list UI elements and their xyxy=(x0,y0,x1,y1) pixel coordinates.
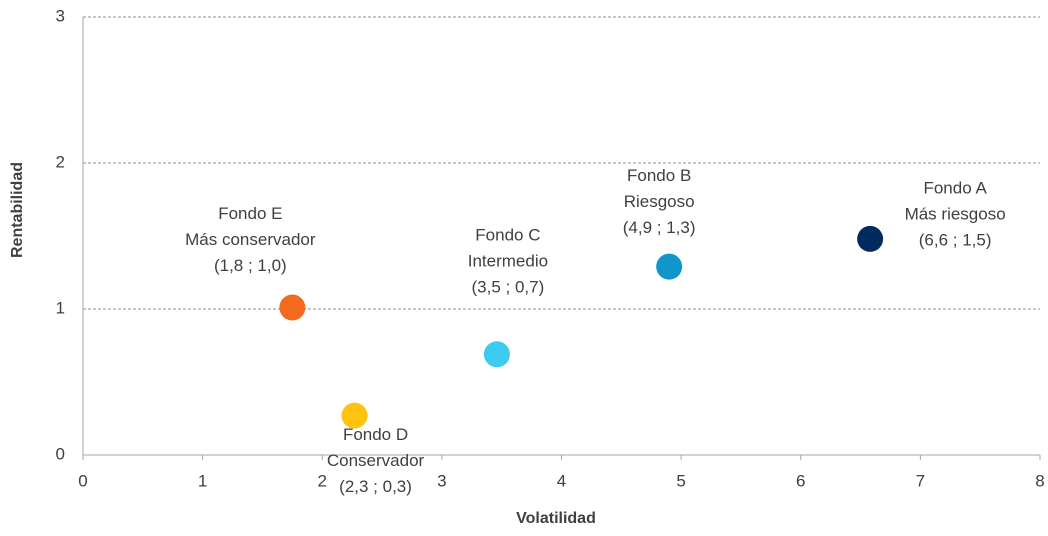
point-description: Conservador xyxy=(327,451,425,470)
x-tick-label: 6 xyxy=(796,471,805,490)
y-axis-title: Rentabilidad xyxy=(9,162,26,258)
x-axis-title: Volatilidad xyxy=(516,510,596,527)
point-name: Fondo B xyxy=(627,166,691,185)
x-tick-label: 4 xyxy=(557,471,566,490)
data-label: (3,5 ; 0,7) xyxy=(472,278,545,297)
point-name: Fondo C xyxy=(475,226,540,245)
x-tick-label: 3 xyxy=(437,471,446,490)
point-description: Intermedio xyxy=(468,252,548,271)
point-name: Fondo A xyxy=(923,178,987,197)
data-label: (6,6 ; 1,5) xyxy=(919,230,992,249)
point-description: Más riesgoso xyxy=(905,204,1006,223)
x-tick-label: 7 xyxy=(916,471,925,490)
data-label: (2,3 ; 0,3) xyxy=(339,477,412,496)
data-label: (1,8 ; 1,0) xyxy=(214,256,287,275)
y-tick-label: 1 xyxy=(56,298,65,317)
point-description: Más conservador xyxy=(185,230,316,249)
y-tick-label: 0 xyxy=(56,444,65,463)
x-tick-label: 1 xyxy=(198,471,207,490)
data-point xyxy=(483,341,510,368)
data-label: (4,9 ; 1,3) xyxy=(623,218,696,237)
point-name: Fondo E xyxy=(218,204,282,223)
data-point xyxy=(279,294,306,321)
x-tick-label: 8 xyxy=(1035,471,1044,490)
data-point xyxy=(341,402,368,429)
x-tick-label: 0 xyxy=(78,471,87,490)
x-tick-label: 5 xyxy=(676,471,685,490)
point-description: Riesgoso xyxy=(624,192,695,211)
point-name: Fondo D xyxy=(343,425,408,444)
y-tick-label: 2 xyxy=(56,152,65,171)
data-point xyxy=(857,225,884,252)
y-tick-label: 3 xyxy=(56,6,65,25)
x-tick-label: 2 xyxy=(318,471,327,490)
data-point xyxy=(656,253,683,280)
